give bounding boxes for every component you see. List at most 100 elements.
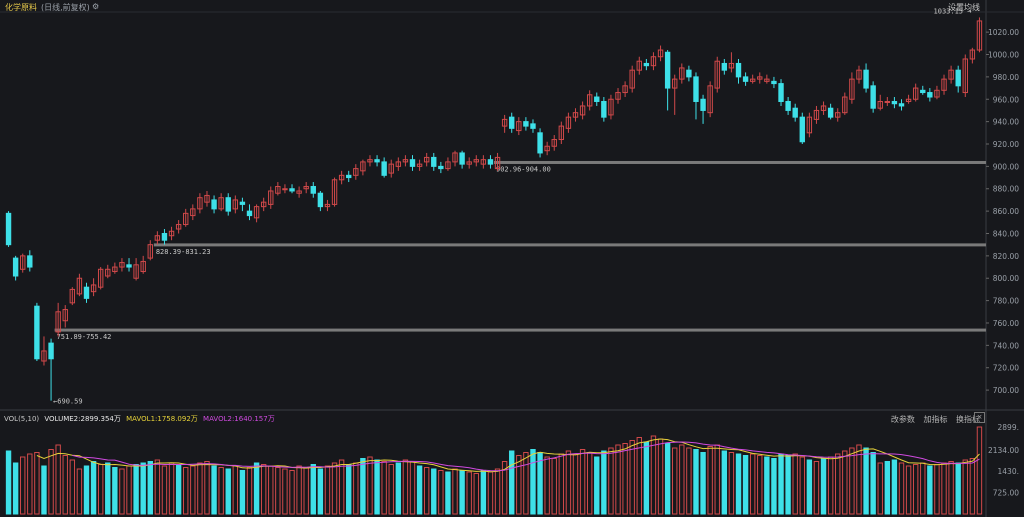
candle-body xyxy=(452,152,458,163)
volume-bar xyxy=(388,464,394,515)
candle-body xyxy=(672,78,678,89)
close-icon[interactable]: × xyxy=(974,412,985,423)
volume-bar xyxy=(728,452,735,515)
volume-bar xyxy=(629,440,635,515)
candle-body xyxy=(657,49,664,58)
volume-bar xyxy=(622,443,628,515)
candle-body xyxy=(55,311,61,333)
price-tick-label: 980.00 xyxy=(993,73,1019,82)
volume-bar xyxy=(672,447,678,515)
candle-body xyxy=(735,62,742,78)
volume-bar xyxy=(218,467,224,515)
candle-body xyxy=(813,109,820,120)
volume-bar xyxy=(246,467,253,515)
candle-body xyxy=(416,163,423,167)
candle-body xyxy=(296,190,302,194)
support-level xyxy=(153,243,987,247)
volume-bar xyxy=(544,456,550,515)
candle-body xyxy=(338,174,345,181)
candle-body xyxy=(48,342,54,360)
min-price-label: ←690.59 xyxy=(53,398,83,406)
candle-body xyxy=(381,161,387,176)
volume-bar xyxy=(742,455,749,515)
volume-bar xyxy=(579,449,586,515)
volume-bar xyxy=(962,459,968,515)
volume-bar xyxy=(62,455,68,515)
volume-bar xyxy=(76,468,83,515)
candle-body xyxy=(317,192,324,208)
candle-body xyxy=(572,112,579,118)
candle-body xyxy=(629,69,635,89)
price-tick-label: 920.00 xyxy=(993,140,1019,149)
volume-bar xyxy=(126,465,132,515)
volume-bar xyxy=(69,459,76,515)
volume-bar xyxy=(664,443,671,515)
candle-body xyxy=(721,62,728,71)
volume-bar xyxy=(757,455,763,515)
volume-bar xyxy=(253,462,260,515)
volume-bar xyxy=(438,470,444,515)
volume-bar xyxy=(452,468,458,515)
candle-body xyxy=(183,212,189,226)
volume-bar xyxy=(140,462,146,515)
price-tick-label: 700.00 xyxy=(993,386,1019,395)
candle-body xyxy=(268,190,274,205)
volume-bar xyxy=(83,465,90,515)
set-ma-button[interactable]: 设置均线 xyxy=(948,3,980,12)
candle-body xyxy=(820,105,827,111)
candle-body xyxy=(133,264,139,279)
candle-body xyxy=(650,56,657,67)
candle-body xyxy=(537,132,543,154)
volume-bar xyxy=(778,453,784,515)
change-params-button[interactable]: 改参数 xyxy=(890,415,915,424)
volume-bar xyxy=(119,468,125,515)
volume-bar xyxy=(353,462,359,515)
volume-bar xyxy=(90,461,97,515)
swap-indicator-button[interactable]: 换指标 xyxy=(956,415,980,424)
volume-bar xyxy=(707,446,713,515)
candle-body xyxy=(856,69,862,80)
candle-body xyxy=(863,69,869,89)
price-tick-label: 780.00 xyxy=(993,297,1019,306)
candle-body xyxy=(955,69,961,87)
volume-bar xyxy=(175,464,182,515)
volume-tick-label: 2134.00 xyxy=(988,446,1019,455)
volume-bar xyxy=(927,465,933,515)
candle-body xyxy=(388,163,394,174)
candle-body xyxy=(69,288,76,304)
price-tick-label: 860.00 xyxy=(993,207,1019,216)
price-tick-label: 900.00 xyxy=(993,162,1019,171)
candle-body xyxy=(806,116,813,134)
candle-body xyxy=(601,100,607,118)
candle-body xyxy=(275,186,281,194)
candle-body xyxy=(27,255,33,268)
candle-body xyxy=(246,210,253,217)
volume-bar xyxy=(409,461,416,515)
volume-bar xyxy=(601,450,607,515)
volume-bar xyxy=(813,461,820,515)
volume-bar xyxy=(97,464,104,515)
candle-body xyxy=(480,159,487,165)
volume-bar xyxy=(586,452,593,515)
candle-body xyxy=(544,145,550,152)
volume-bar xyxy=(792,453,798,515)
volume-bar xyxy=(41,465,47,515)
candle-body xyxy=(225,197,231,212)
candle-body xyxy=(175,224,182,230)
add-indicator-button[interactable]: 加指标 xyxy=(923,415,948,424)
volume-bar xyxy=(402,459,409,515)
candle-body xyxy=(877,100,883,109)
volume-bar xyxy=(487,471,494,515)
candle-body xyxy=(34,305,40,360)
volume-bar xyxy=(530,449,536,515)
gear-icon[interactable]: ⚙ xyxy=(92,2,100,11)
candle-body xyxy=(76,277,83,295)
candle-body xyxy=(842,96,848,114)
candle-body xyxy=(891,100,898,105)
volume-bar xyxy=(34,452,40,515)
candle-body xyxy=(905,98,912,102)
volume-bar xyxy=(806,459,813,515)
volume-legend: VOL(5,10) VOLUME2:2899.354万 MAVOL1:1758.… xyxy=(4,414,278,424)
candle-body xyxy=(83,286,90,299)
candle-body xyxy=(749,78,756,82)
